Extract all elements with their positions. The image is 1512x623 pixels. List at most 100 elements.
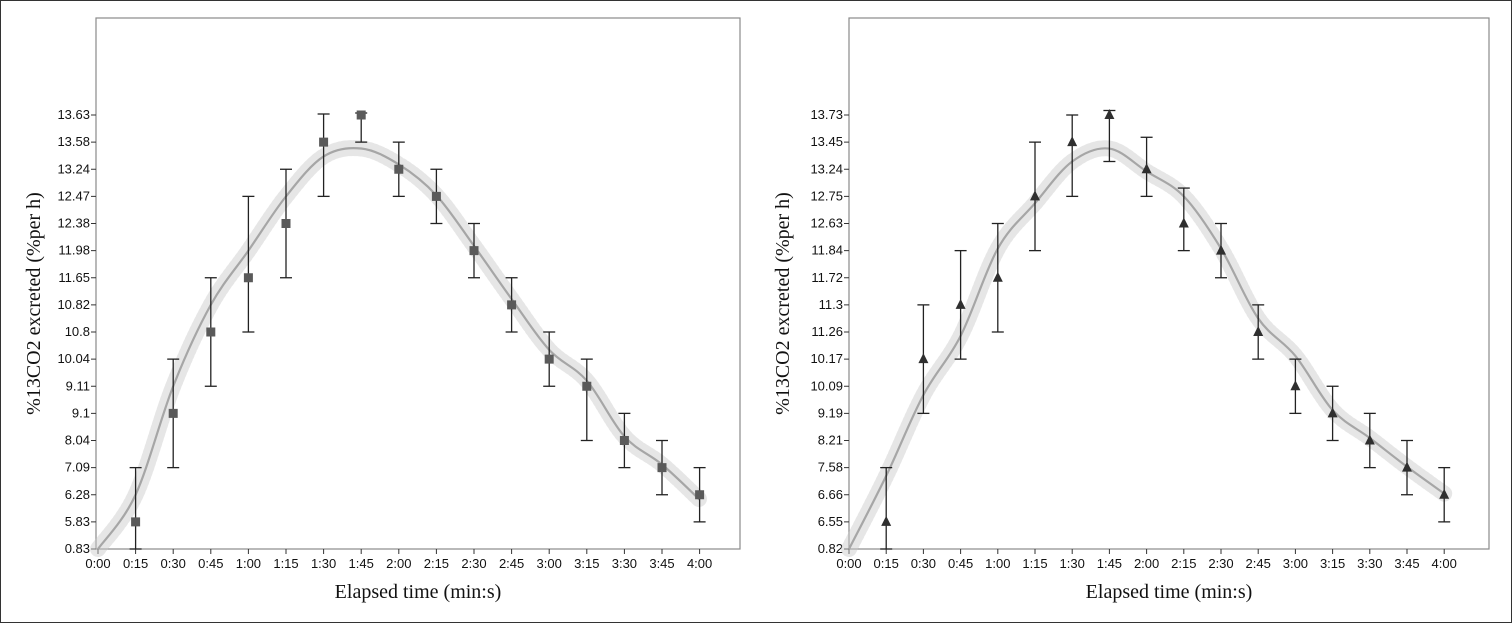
data-point xyxy=(319,137,329,147)
x-axis-title: Elapsed time (min:s) xyxy=(335,581,502,603)
data-point xyxy=(1178,217,1189,228)
data-point xyxy=(1290,380,1301,391)
chart-left: 0.83 5.83 6.28 7.09 8.04 9.1 9.11 10.04 10.8 10.8… xyxy=(23,17,741,603)
confidence-band xyxy=(841,140,1453,557)
y-tick-label: 6.28 xyxy=(65,487,90,502)
x-tick-label: 1:15 xyxy=(273,556,298,571)
y-tick-label: 12.75 xyxy=(810,188,843,203)
x-tick-label: 2:45 xyxy=(1246,556,1271,571)
y-tick-label: 10.82 xyxy=(57,297,90,312)
x-tick-label: 1:30 xyxy=(1060,556,1085,571)
data-point xyxy=(1104,109,1115,119)
x-tick-label: 4:00 xyxy=(1432,556,1457,571)
y-tick-label: 8.04 xyxy=(65,433,90,448)
y-tick-label: 6.66 xyxy=(818,487,843,502)
y-tick-label: 13.73 xyxy=(810,107,843,122)
x-tick-label: 2:30 xyxy=(1208,556,1233,571)
y-tick-label: 9.1 xyxy=(72,405,90,420)
x-tick-label: 3:00 xyxy=(1283,556,1308,571)
x-tick-label: 0:00 xyxy=(836,556,861,571)
y-tick-label: 10.04 xyxy=(57,351,90,366)
y-tick-label: 13.58 xyxy=(57,134,90,149)
data-point xyxy=(992,271,1003,282)
y-tick-label: 13.63 xyxy=(57,107,90,122)
data-point xyxy=(1030,190,1040,201)
x-tick-label: 0:00 xyxy=(85,556,110,571)
y-tick-label: 9.11 xyxy=(66,378,90,393)
y-tick-label: 13.24 xyxy=(57,161,90,176)
data-point xyxy=(918,353,929,364)
chart-panel-right: 0.82 6.55 6.66 7.58 8.21 9.19 10.09 10.17 11.26 1… xyxy=(756,0,1512,623)
x-tick-label: 0:15 xyxy=(123,556,148,571)
data-point xyxy=(206,327,216,337)
y-tick-label: 0.82 xyxy=(818,541,843,556)
data-point xyxy=(131,517,141,527)
data-point xyxy=(1216,244,1226,255)
data-point xyxy=(1327,407,1338,418)
x-tick-label: 3:30 xyxy=(1357,556,1382,571)
data-point xyxy=(657,463,667,473)
data-point xyxy=(1141,163,1152,174)
y-tick-label: 0.83 xyxy=(65,541,90,556)
y-tick-label: 12.38 xyxy=(57,216,90,231)
x-tick-label: 0:45 xyxy=(198,556,223,571)
x-tick-label: 1:30 xyxy=(311,556,336,571)
data-point xyxy=(1402,461,1412,472)
y-tick-label: 11.98 xyxy=(58,243,90,258)
x-tick-label: 2:30 xyxy=(461,556,486,571)
y-tick-label: 11.84 xyxy=(811,243,843,258)
y-tick-label: 11.26 xyxy=(811,324,843,339)
fit-curve xyxy=(848,147,1445,550)
data-point xyxy=(544,354,554,364)
y-tick-label: 11.3 xyxy=(819,297,843,312)
x-tick-label: 3:45 xyxy=(1394,556,1419,571)
x-tick-label: 3:15 xyxy=(1320,556,1345,571)
x-axis-title: Elapsed time (min:s) xyxy=(1086,581,1253,603)
y-tick-label: 11.72 xyxy=(811,270,843,285)
data-point xyxy=(955,298,966,309)
data-point xyxy=(1439,488,1450,499)
y-tick-label: 12.63 xyxy=(810,216,843,231)
y-tick-label: 8.21 xyxy=(818,433,843,448)
data-point xyxy=(1253,326,1264,336)
data-point xyxy=(695,490,705,500)
x-tick-label: 0:15 xyxy=(874,556,899,571)
y-axis-title: %13CO2 excreted (%per h) xyxy=(772,192,794,415)
y-tick-label: 10.8 xyxy=(65,324,90,339)
data-point xyxy=(1067,136,1078,147)
plot-area xyxy=(95,17,741,550)
y-tick-label: 13.24 xyxy=(810,161,843,176)
data-point xyxy=(881,515,892,526)
x-tick-label: 3:15 xyxy=(574,556,599,571)
y-tick-label: 5.83 xyxy=(65,514,90,529)
x-tick-label: 1:15 xyxy=(1022,556,1047,571)
x-tick-label: 2:45 xyxy=(499,556,524,571)
data-point xyxy=(356,110,366,120)
y-tick-label: 13.45 xyxy=(810,134,843,149)
x-tick-label: 3:00 xyxy=(537,556,562,571)
plot-area xyxy=(848,17,1490,550)
data-point xyxy=(469,246,479,256)
x-tick-label: 0:45 xyxy=(948,556,973,571)
x-tick-label: 1:00 xyxy=(236,556,261,571)
x-tick-label: 1:45 xyxy=(1097,556,1122,571)
x-tick-label: 3:45 xyxy=(649,556,674,571)
x-tick-label: 1:00 xyxy=(985,556,1010,571)
x-tick-label: 2:15 xyxy=(424,556,449,571)
data-point xyxy=(394,164,404,174)
data-point xyxy=(507,300,517,310)
data-point xyxy=(619,436,629,445)
y-tick-label: 7.09 xyxy=(65,460,90,475)
y-tick-label: 11.65 xyxy=(58,270,90,285)
y-tick-label: 6.55 xyxy=(818,514,843,529)
y-tick-label: 10.17 xyxy=(810,351,843,366)
x-tick-label: 2:00 xyxy=(386,556,411,571)
x-tick-label: 4:00 xyxy=(687,556,712,571)
y-tick-label: 9.19 xyxy=(818,405,843,420)
y-axis-title: %13CO2 excreted (%per h) xyxy=(23,192,45,415)
data-point xyxy=(281,219,291,228)
fit-curve xyxy=(97,146,701,550)
y-tick-label: 7.58 xyxy=(818,460,843,475)
chart-panel-left: 0.83 5.83 6.28 7.09 8.04 9.1 9.11 10.04 10.8 10.8… xyxy=(23,17,741,603)
data-point xyxy=(243,273,253,283)
